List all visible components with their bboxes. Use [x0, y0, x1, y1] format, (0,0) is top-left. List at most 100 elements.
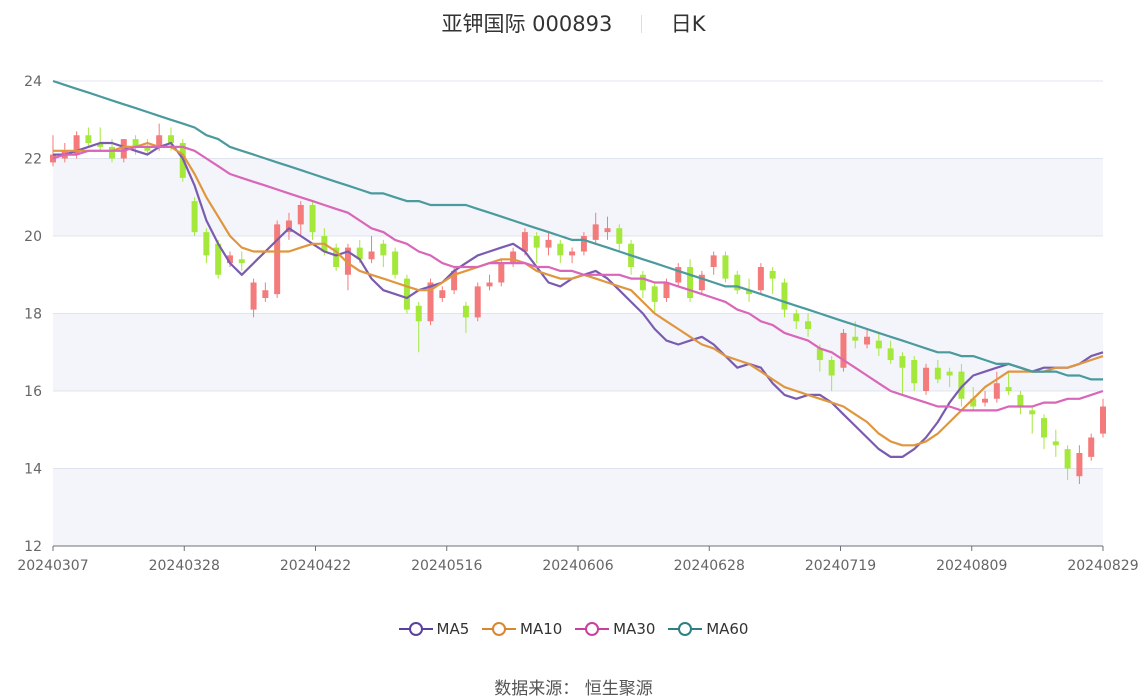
line-ma10: [53, 141, 1104, 447]
y-axis: 12 14 16 18 20 22 24: [24, 74, 42, 555]
candle: [285, 212, 292, 240]
candle: [309, 201, 316, 240]
candle: [1052, 429, 1059, 457]
candle: [875, 332, 882, 357]
y-tick-label: 14: [24, 462, 42, 478]
plot-band: [53, 468, 1103, 546]
x-tick-label: 20240628: [674, 558, 745, 574]
candle: [85, 127, 92, 147]
legend-item-ma5[interactable]: MA5: [398, 620, 470, 638]
candle: [392, 247, 399, 279]
candle: [639, 270, 646, 298]
y-tick-label: 22: [24, 152, 42, 168]
candle: [687, 259, 694, 302]
x-tick-label: 20240719: [805, 558, 876, 574]
legend-label: MA5: [436, 620, 470, 638]
x-tick-label: 20240606: [542, 558, 613, 574]
candle: [1005, 371, 1012, 395]
y-tick-label: 20: [24, 229, 42, 245]
candle: [993, 371, 1000, 403]
candle: [604, 216, 611, 240]
candle: [946, 367, 953, 388]
legend-label: MA30: [613, 620, 656, 638]
legend-item-ma30[interactable]: MA30: [575, 620, 655, 638]
y-tick-label: 16: [24, 384, 42, 400]
legend-label: MA60: [706, 620, 749, 638]
candle: [840, 329, 847, 372]
x-tick-label: 20240307: [17, 558, 88, 574]
candle: [569, 247, 576, 264]
grid-lines: [53, 80, 1103, 469]
legend: MA5 MA10 MA30 MA60: [0, 620, 1147, 641]
legend-item-ma60[interactable]: MA60: [668, 620, 748, 638]
candle: [864, 329, 871, 349]
candle: [899, 352, 906, 395]
candle: [415, 301, 422, 353]
candle: [1017, 391, 1024, 415]
x-tick-label: 20240328: [149, 558, 220, 574]
candle: [1041, 414, 1048, 450]
candle: [698, 270, 705, 295]
candle: [1088, 433, 1095, 461]
ma-lines: [52, 79, 1104, 458]
candle: [675, 263, 682, 287]
candle: [486, 274, 493, 291]
candle: [757, 263, 764, 295]
candle: [380, 239, 387, 267]
candle: [781, 278, 788, 318]
candle: [911, 356, 918, 391]
candle: [557, 239, 564, 264]
candle: [439, 286, 446, 302]
candle: [368, 236, 375, 264]
candle: [1100, 398, 1106, 438]
candle: [934, 360, 941, 384]
candle: [1029, 406, 1036, 434]
candle: [333, 243, 340, 271]
candle: [545, 232, 552, 256]
candle: [191, 197, 198, 236]
candle: [215, 239, 222, 279]
candle: [1064, 445, 1071, 481]
candle: [580, 232, 587, 256]
candle: [710, 251, 717, 275]
candle: [887, 340, 894, 364]
candle: [403, 274, 410, 314]
x-tick-label: 20240809: [936, 558, 1007, 574]
candle: [805, 313, 812, 337]
candle: [297, 201, 304, 236]
y-tick-label: 18: [24, 307, 42, 323]
candle: [769, 267, 776, 295]
candle: [533, 232, 540, 264]
title-separator: [641, 15, 643, 33]
candle: [828, 356, 835, 391]
line-ma60: [52, 79, 1103, 381]
x-tick-label: 20240516: [411, 558, 482, 574]
chart-title-text: 亚钾国际 000893: [441, 12, 613, 36]
candle: [616, 224, 623, 252]
period-label[interactable]: 日K: [670, 12, 706, 36]
line-ma30: [52, 145, 1104, 412]
data-source: 数据来源： 恒生聚源: [494, 679, 653, 699]
candle: [262, 282, 269, 302]
candle: [474, 282, 481, 322]
x-tick-label: 20240422: [280, 558, 351, 574]
x-tick-label: 20240829: [1067, 558, 1138, 574]
candle: [734, 270, 741, 295]
legend-label: MA10: [520, 620, 563, 638]
candle: [793, 309, 800, 329]
candle: [982, 391, 989, 407]
plot-band: [53, 158, 1103, 236]
candle: [592, 212, 599, 244]
candle: [1076, 445, 1083, 484]
candle: [203, 228, 210, 264]
candle: [97, 127, 104, 151]
x-axis: 20240307 20240328 20240422 20240516 20240606…: [17, 545, 1139, 574]
legend-item-ma10[interactable]: MA10: [482, 620, 562, 638]
candle: [250, 278, 257, 318]
candle: [274, 220, 281, 298]
chart-title: 亚钾国际 000893 日K: [0, 8, 1147, 38]
candle: [722, 251, 729, 283]
candle: [651, 282, 658, 314]
y-tick-label: 24: [24, 74, 42, 90]
